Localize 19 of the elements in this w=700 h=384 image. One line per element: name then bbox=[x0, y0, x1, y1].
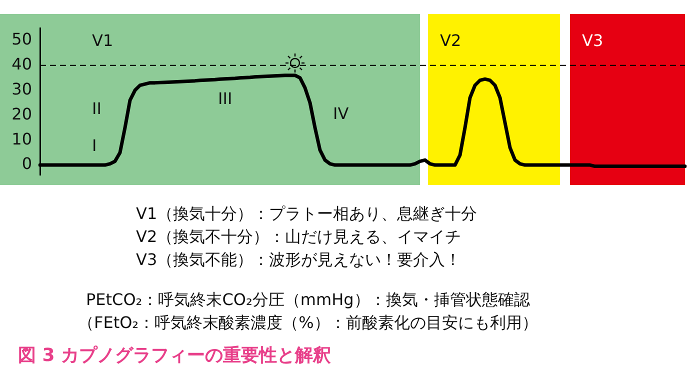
annotation: V2 bbox=[440, 31, 462, 50]
annotation: V1 bbox=[92, 31, 114, 50]
y-tick-label: 10 bbox=[12, 129, 32, 148]
text: V2（換気不十分）：山だけ見える、イマイチ bbox=[136, 227, 462, 248]
y-tick-label: 50 bbox=[12, 30, 32, 49]
y-tick-label: 40 bbox=[12, 54, 32, 74]
annotation: II bbox=[92, 99, 102, 118]
text: （FEtO₂：呼気終末酸素濃度（%）：前酸素化の目安にも利用） bbox=[78, 313, 538, 334]
annotation: III bbox=[218, 89, 232, 108]
text: PEtCO₂：呼気終末CO₂分圧（mmHg）：換気・挿管状態確認 bbox=[86, 290, 530, 311]
y-tick-label: 0 bbox=[22, 154, 32, 174]
text: V3（換気不能）：波形が見えない！要介入！ bbox=[136, 250, 462, 271]
annotation: V3 bbox=[582, 31, 604, 50]
annotation: I bbox=[92, 136, 97, 156]
y-tick-label: 20 bbox=[12, 104, 32, 124]
y-tick-label: 30 bbox=[12, 79, 32, 98]
annotation: IV bbox=[333, 104, 349, 124]
text: 図 3 カプノグラフィーの重要性と解釈 bbox=[18, 344, 332, 367]
text: V1（換気十分）：プラトー相あり、息継ぎ十分 bbox=[136, 204, 478, 225]
